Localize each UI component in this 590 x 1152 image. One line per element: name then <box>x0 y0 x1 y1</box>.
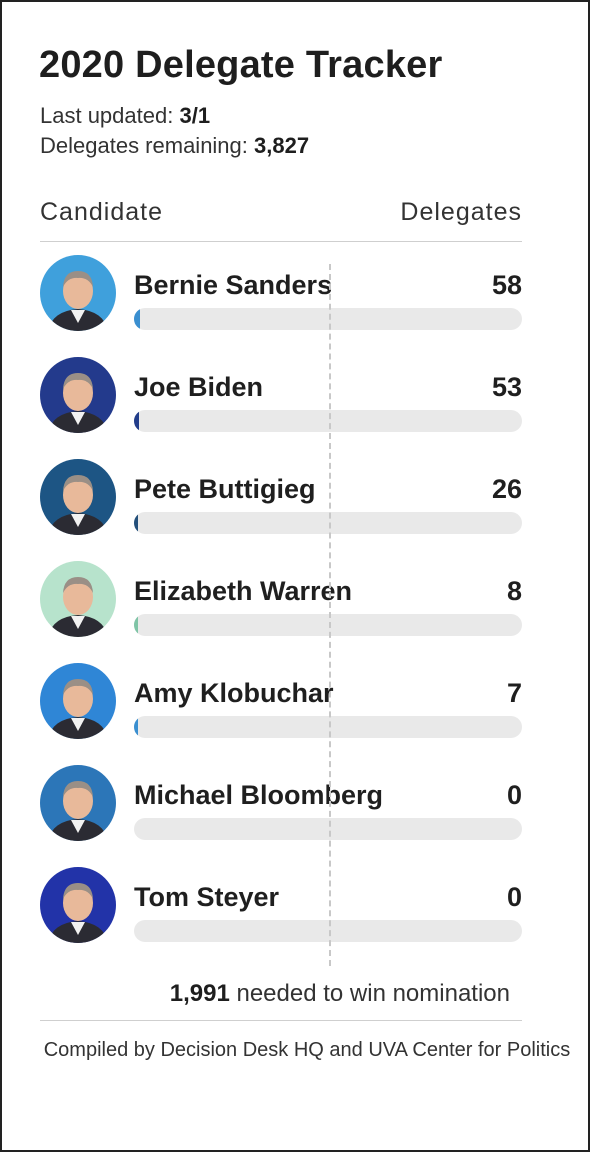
candidate-row: Joe Biden 53 <box>40 357 522 447</box>
delegate-bar <box>134 716 138 738</box>
delegates-remaining-label: Delegates remaining: <box>40 133 248 158</box>
amy-klobuchar-portrait-icon <box>40 663 116 739</box>
delegate-bar-track <box>134 512 522 534</box>
delegate-bar <box>134 308 140 330</box>
delegate-count: 0 <box>506 882 522 912</box>
candidate-name: Michael Bloomberg <box>134 780 384 810</box>
page-title: 2020 Delegate Tracker <box>39 44 443 86</box>
elizabeth-warren-portrait-icon <box>40 561 116 637</box>
last-updated-value: 3/1 <box>179 103 211 128</box>
nomination-threshold-note: 1,991 needed to win nomination <box>2 980 510 1008</box>
header-divider <box>40 241 522 242</box>
candidate-name: Amy Klobuchar <box>134 678 334 708</box>
candidate-row: Pete Buttigieg 26 <box>40 459 522 549</box>
last-updated-label: Last updated: <box>40 103 174 128</box>
candidate-name: Joe Biden <box>134 372 264 402</box>
michael-bloomberg-portrait-icon <box>40 765 116 841</box>
column-header-delegates: Delegates <box>400 198 522 226</box>
candidate-row: Michael Bloomberg 0 <box>40 765 522 855</box>
tom-steyer-portrait-icon <box>40 867 116 943</box>
delegate-count: 0 <box>506 780 522 810</box>
source-note: Compiled by Decision Desk HQ and UVA Cen… <box>43 1039 571 1061</box>
pete-buttigieg-portrait-icon <box>40 459 116 535</box>
needed-value: 1,991 <box>169 980 230 1007</box>
delegate-bar-track <box>134 410 522 432</box>
delegates-remaining-value: 3,827 <box>254 133 310 158</box>
candidate-name: Tom Steyer <box>134 882 280 912</box>
delegate-bar <box>134 410 140 432</box>
delegate-bar <box>134 512 138 534</box>
needed-text: needed to win nomination <box>236 980 510 1007</box>
candidate-name: Elizabeth Warren <box>134 576 353 606</box>
delegate-bar-track <box>134 818 522 840</box>
footer-divider <box>40 1020 522 1021</box>
delegate-bar-track <box>134 614 522 636</box>
candidate-name: Bernie Sanders <box>134 270 333 300</box>
delegate-count: 53 <box>491 372 522 402</box>
candidate-name: Pete Buttigieg <box>134 474 316 504</box>
last-updated: Last updated: 3/1 <box>40 103 210 129</box>
candidate-row: Tom Steyer 0 <box>40 867 522 957</box>
delegate-count: 7 <box>506 678 522 708</box>
delegate-bar-track <box>134 308 522 330</box>
delegate-bar-track <box>134 716 522 738</box>
delegate-count: 58 <box>491 270 522 300</box>
delegate-bar-track <box>134 920 522 942</box>
joe-biden-portrait-icon <box>40 357 116 433</box>
threshold-line <box>329 264 331 966</box>
candidate-row: Amy Klobuchar 7 <box>40 663 522 753</box>
delegates-remaining: Delegates remaining: 3,827 <box>40 133 309 159</box>
column-header-candidate: Candidate <box>40 198 163 226</box>
delegate-count: 8 <box>506 576 522 606</box>
delegate-count: 26 <box>491 474 522 504</box>
candidate-row: Elizabeth Warren 8 <box>40 561 522 651</box>
candidate-row: Bernie Sanders 58 <box>40 255 522 345</box>
bernie-sanders-portrait-icon <box>40 255 116 331</box>
delegate-bar <box>134 614 138 636</box>
